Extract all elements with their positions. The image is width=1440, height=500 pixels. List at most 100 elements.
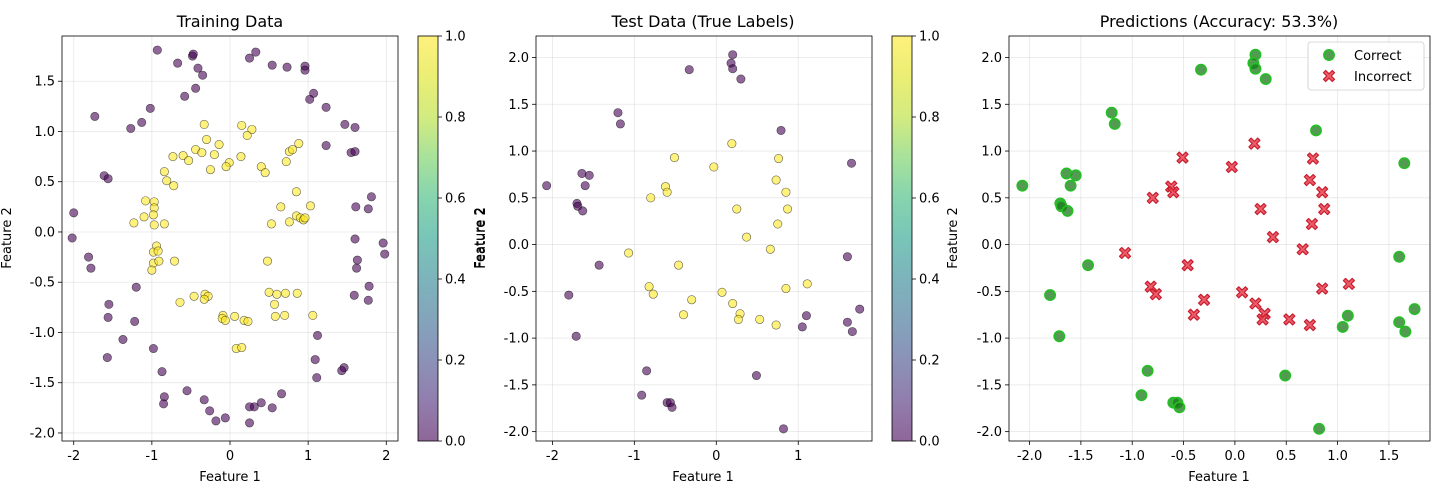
data-point-incorrect <box>1167 186 1180 199</box>
y-ticks: -2.0 -1.5 -1.0 -0.5 0.0 0.5 1.0 1.5 <box>30 75 62 441</box>
data-point-correct <box>1105 106 1118 119</box>
data-point <box>139 212 149 222</box>
data-point <box>765 244 775 254</box>
y-tick-label: 0.0 <box>981 238 1002 253</box>
data-point <box>781 284 791 294</box>
x-tick-label: 0.0 <box>1225 449 1246 464</box>
x-tick-label: -1.5 <box>1068 449 1093 464</box>
data-point-correct <box>1408 303 1421 316</box>
data-point-correct <box>1279 369 1292 382</box>
data-point <box>571 331 581 341</box>
data-point <box>732 204 742 214</box>
colorbar-tick-label: 0.8 <box>919 111 940 126</box>
x-tick-label: -1.0 <box>1120 449 1145 464</box>
colorbar-label: Feature 2 <box>474 207 489 269</box>
data-point <box>646 193 656 203</box>
colorbar-tick-label: 1.0 <box>919 30 940 45</box>
colorbar-tick-label: 0.6 <box>919 192 940 207</box>
data-point <box>282 62 292 72</box>
data-point <box>221 162 231 172</box>
data-point <box>667 402 677 412</box>
data-point <box>118 334 128 344</box>
data-point <box>159 167 169 177</box>
data-point <box>308 310 318 320</box>
data-point <box>776 125 786 135</box>
colorbar-tick-label: 0.4 <box>919 273 940 288</box>
data-point <box>727 139 737 149</box>
data-point-incorrect <box>1235 286 1249 299</box>
legend-label-incorrect: Incorrect <box>1354 70 1412 85</box>
y-tick-label: 1.0 <box>981 145 1002 160</box>
data-point <box>193 63 203 73</box>
data-point <box>67 233 77 243</box>
data-point-incorrect <box>1118 246 1132 260</box>
data-point <box>267 403 277 413</box>
y-tick-label: -1.5 <box>30 376 55 391</box>
data-point <box>130 316 140 326</box>
data-point <box>198 70 208 80</box>
data-point <box>350 234 360 244</box>
data-point <box>103 174 113 184</box>
data-point <box>755 314 765 324</box>
data-point <box>797 322 807 332</box>
data-point <box>847 327 857 337</box>
data-point-incorrect <box>1248 137 1261 150</box>
axes-frame <box>1008 35 1431 442</box>
data-point <box>288 145 298 155</box>
panel-test: Test Data (True Labels) -2 -1 0 1 -2.0-1.5-… <box>473 12 961 485</box>
data-point-correct <box>1399 325 1412 338</box>
data-point <box>352 255 362 265</box>
colorbar-frame <box>417 35 439 442</box>
data-point-incorrect <box>1316 282 1329 295</box>
colorbar-ticks: 0.0 0.2 0.4 0.6 0.8 1.0 <box>912 30 940 450</box>
data-point <box>90 111 100 121</box>
y-tick-label: -1.0 <box>30 326 55 341</box>
data-point-incorrect <box>1225 160 1238 174</box>
x-tick-label: 2 <box>382 449 390 464</box>
data-points <box>542 50 865 434</box>
data-point <box>380 249 390 259</box>
data-point <box>157 367 167 377</box>
data-point <box>84 252 94 262</box>
y-tick-label: 0.5 <box>981 191 1002 206</box>
y-tick-label: 0.0 <box>34 225 55 240</box>
data-point <box>137 117 147 127</box>
data-point <box>277 389 287 399</box>
data-point <box>313 330 323 340</box>
data-point <box>294 139 304 149</box>
data-point <box>162 176 172 186</box>
colorbar-ticks: 0.0 0.2 0.4 0.6 0.8 1.0 <box>438 30 466 450</box>
data-point <box>199 294 209 304</box>
data-point-correct <box>1393 316 1406 329</box>
data-points <box>67 45 390 428</box>
data-point <box>580 181 590 191</box>
data-point <box>662 187 672 197</box>
data-point-correct <box>1044 289 1057 302</box>
data-point <box>266 219 276 229</box>
data-point-correct <box>1053 330 1066 343</box>
y-tick-label: 1.5 <box>34 75 55 90</box>
data-point <box>214 140 224 150</box>
data-point-incorrect <box>1305 217 1319 231</box>
data-point-incorrect <box>1342 277 1355 290</box>
data-point <box>300 213 310 223</box>
data-point <box>709 162 719 172</box>
data-point <box>733 314 743 324</box>
y-tick-label: -2.0 <box>30 426 55 441</box>
y-axis-label: Feature 2 <box>473 207 488 269</box>
data-point-correct <box>1336 320 1349 333</box>
data-point-correct <box>1016 179 1029 192</box>
data-point-incorrect <box>1316 186 1329 199</box>
chart-title: Test Data (True Labels) <box>611 12 795 31</box>
data-point <box>350 147 360 157</box>
colorbar-tick-label: 0.2 <box>919 354 940 369</box>
y-tick-label: -2.0 <box>977 425 1002 440</box>
colorbar-tick-label: 0.4 <box>445 273 466 288</box>
y-tick-label: -1.5 <box>977 378 1002 393</box>
data-point-correct <box>1310 124 1322 137</box>
data-point <box>205 165 215 175</box>
data-point <box>783 204 793 214</box>
data-point-correct <box>1135 389 1148 402</box>
data-point <box>180 91 190 101</box>
data-point <box>237 120 247 130</box>
